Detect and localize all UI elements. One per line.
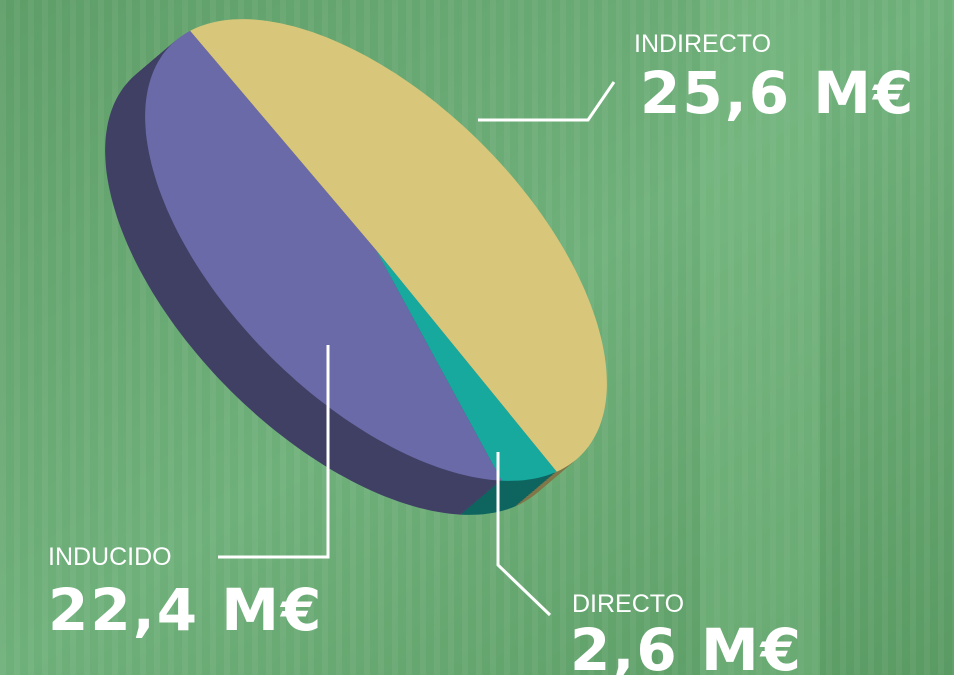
pie-slice — [145, 30, 502, 481]
pie — [105, 19, 607, 515]
value-label: 2,6 M€ — [570, 616, 803, 675]
pie-slice — [190, 19, 607, 472]
category-label: DIRECTO — [572, 590, 684, 618]
leader-line — [496, 452, 552, 617]
category-label: INDIRECTO — [634, 30, 771, 58]
value-label: 25,6 M€ — [640, 59, 915, 127]
category-label: INDUCIDO — [48, 543, 172, 571]
leader-line — [478, 81, 616, 122]
leader-line — [218, 345, 330, 559]
pie-slice — [376, 250, 557, 481]
background-band — [700, 0, 820, 675]
value-label: 22,4 M€ — [48, 576, 323, 644]
